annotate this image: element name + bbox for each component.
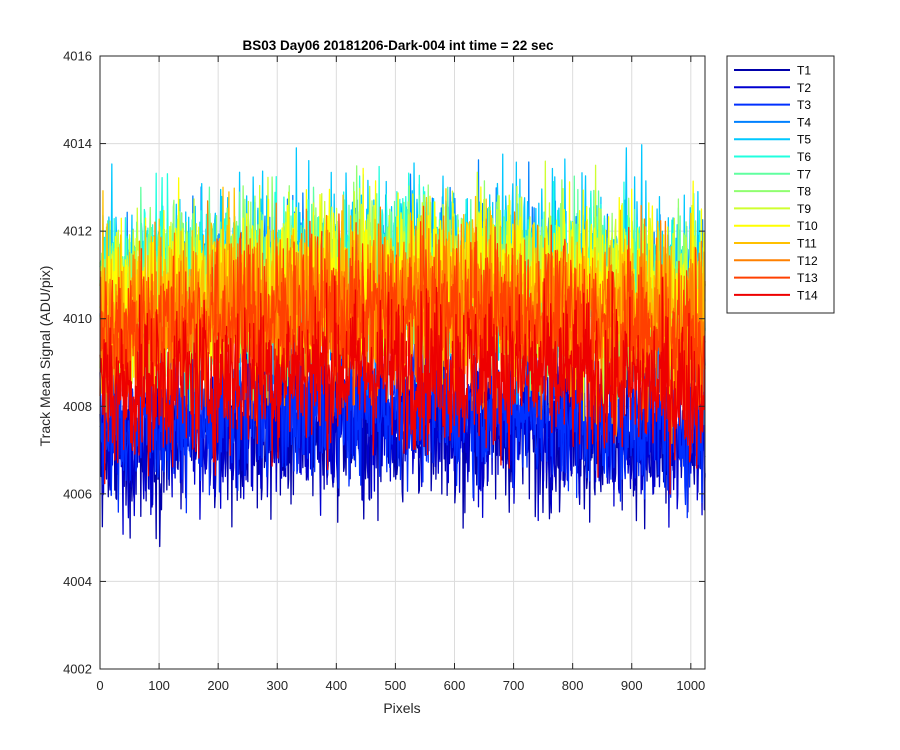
legend-label-t2: T2 xyxy=(797,81,811,95)
x-tick-label: 300 xyxy=(266,678,288,693)
x-tick-label: 600 xyxy=(444,678,466,693)
legend-label-t8: T8 xyxy=(797,185,811,199)
plot-area-frame xyxy=(99,55,706,670)
series-line-t13 xyxy=(99,205,706,432)
series-line-t3 xyxy=(99,308,706,519)
x-tick-label: 200 xyxy=(207,678,229,693)
legend-label-t6: T6 xyxy=(797,150,811,164)
x-tick-label: 0 xyxy=(96,678,103,693)
legend-box xyxy=(726,55,835,314)
y-tick-label: 4012 xyxy=(63,224,92,239)
legend-label-t7: T7 xyxy=(797,167,811,181)
series-line-t14 xyxy=(99,271,706,495)
legend-label-t11: T11 xyxy=(797,237,817,251)
x-tick-labels: 0 100 200 300 400 500 600 700 800 900 1000 xyxy=(96,678,705,693)
y-tick-label: 4008 xyxy=(63,399,92,414)
y-tick-label: 4016 xyxy=(63,49,92,64)
legend-label-t4: T4 xyxy=(797,115,811,129)
legend-label-t5: T5 xyxy=(797,133,811,147)
legend-label-t1: T1 xyxy=(797,64,811,78)
y-axis-label: Track Mean Signal (ADU/pix) xyxy=(37,266,53,447)
legend: T1 T2 T3 T4 T5 T6 T7 T8 T9 T10 T11 T12 T13 T14 xyxy=(726,55,835,314)
x-tick-label: 900 xyxy=(621,678,643,693)
x-tick-label: 500 xyxy=(385,678,407,693)
legend-label-t13: T13 xyxy=(797,271,818,285)
legend-label-t9: T9 xyxy=(797,202,811,216)
legend-label-t12: T12 xyxy=(797,254,818,268)
x-tick-label: 800 xyxy=(562,678,584,693)
y-tick-label: 4004 xyxy=(63,574,92,589)
y-tick-label: 4006 xyxy=(63,486,92,501)
chart-title: BS03 Day06 20181206-Dark-004 int time = … xyxy=(242,38,554,53)
legend-label-t14: T14 xyxy=(797,288,818,302)
x-tick-label: 400 xyxy=(325,678,347,693)
x-axis-label: Pixels xyxy=(383,700,420,716)
y-tick-label: 4002 xyxy=(63,662,92,677)
x-tick-label: 700 xyxy=(503,678,525,693)
y-tick-label: 4010 xyxy=(63,311,92,326)
legend-label-t3: T3 xyxy=(797,98,811,112)
x-tick-label: 100 xyxy=(148,678,170,693)
y-tick-label: 4014 xyxy=(63,136,92,151)
y-tick-labels: 4002 4004 4006 4008 4010 4012 4014 4016 xyxy=(63,49,92,677)
series-lines xyxy=(99,144,706,548)
legend-label-t10: T10 xyxy=(797,219,818,233)
x-tick-label: 1000 xyxy=(676,678,705,693)
axis-ticks xyxy=(99,55,705,670)
